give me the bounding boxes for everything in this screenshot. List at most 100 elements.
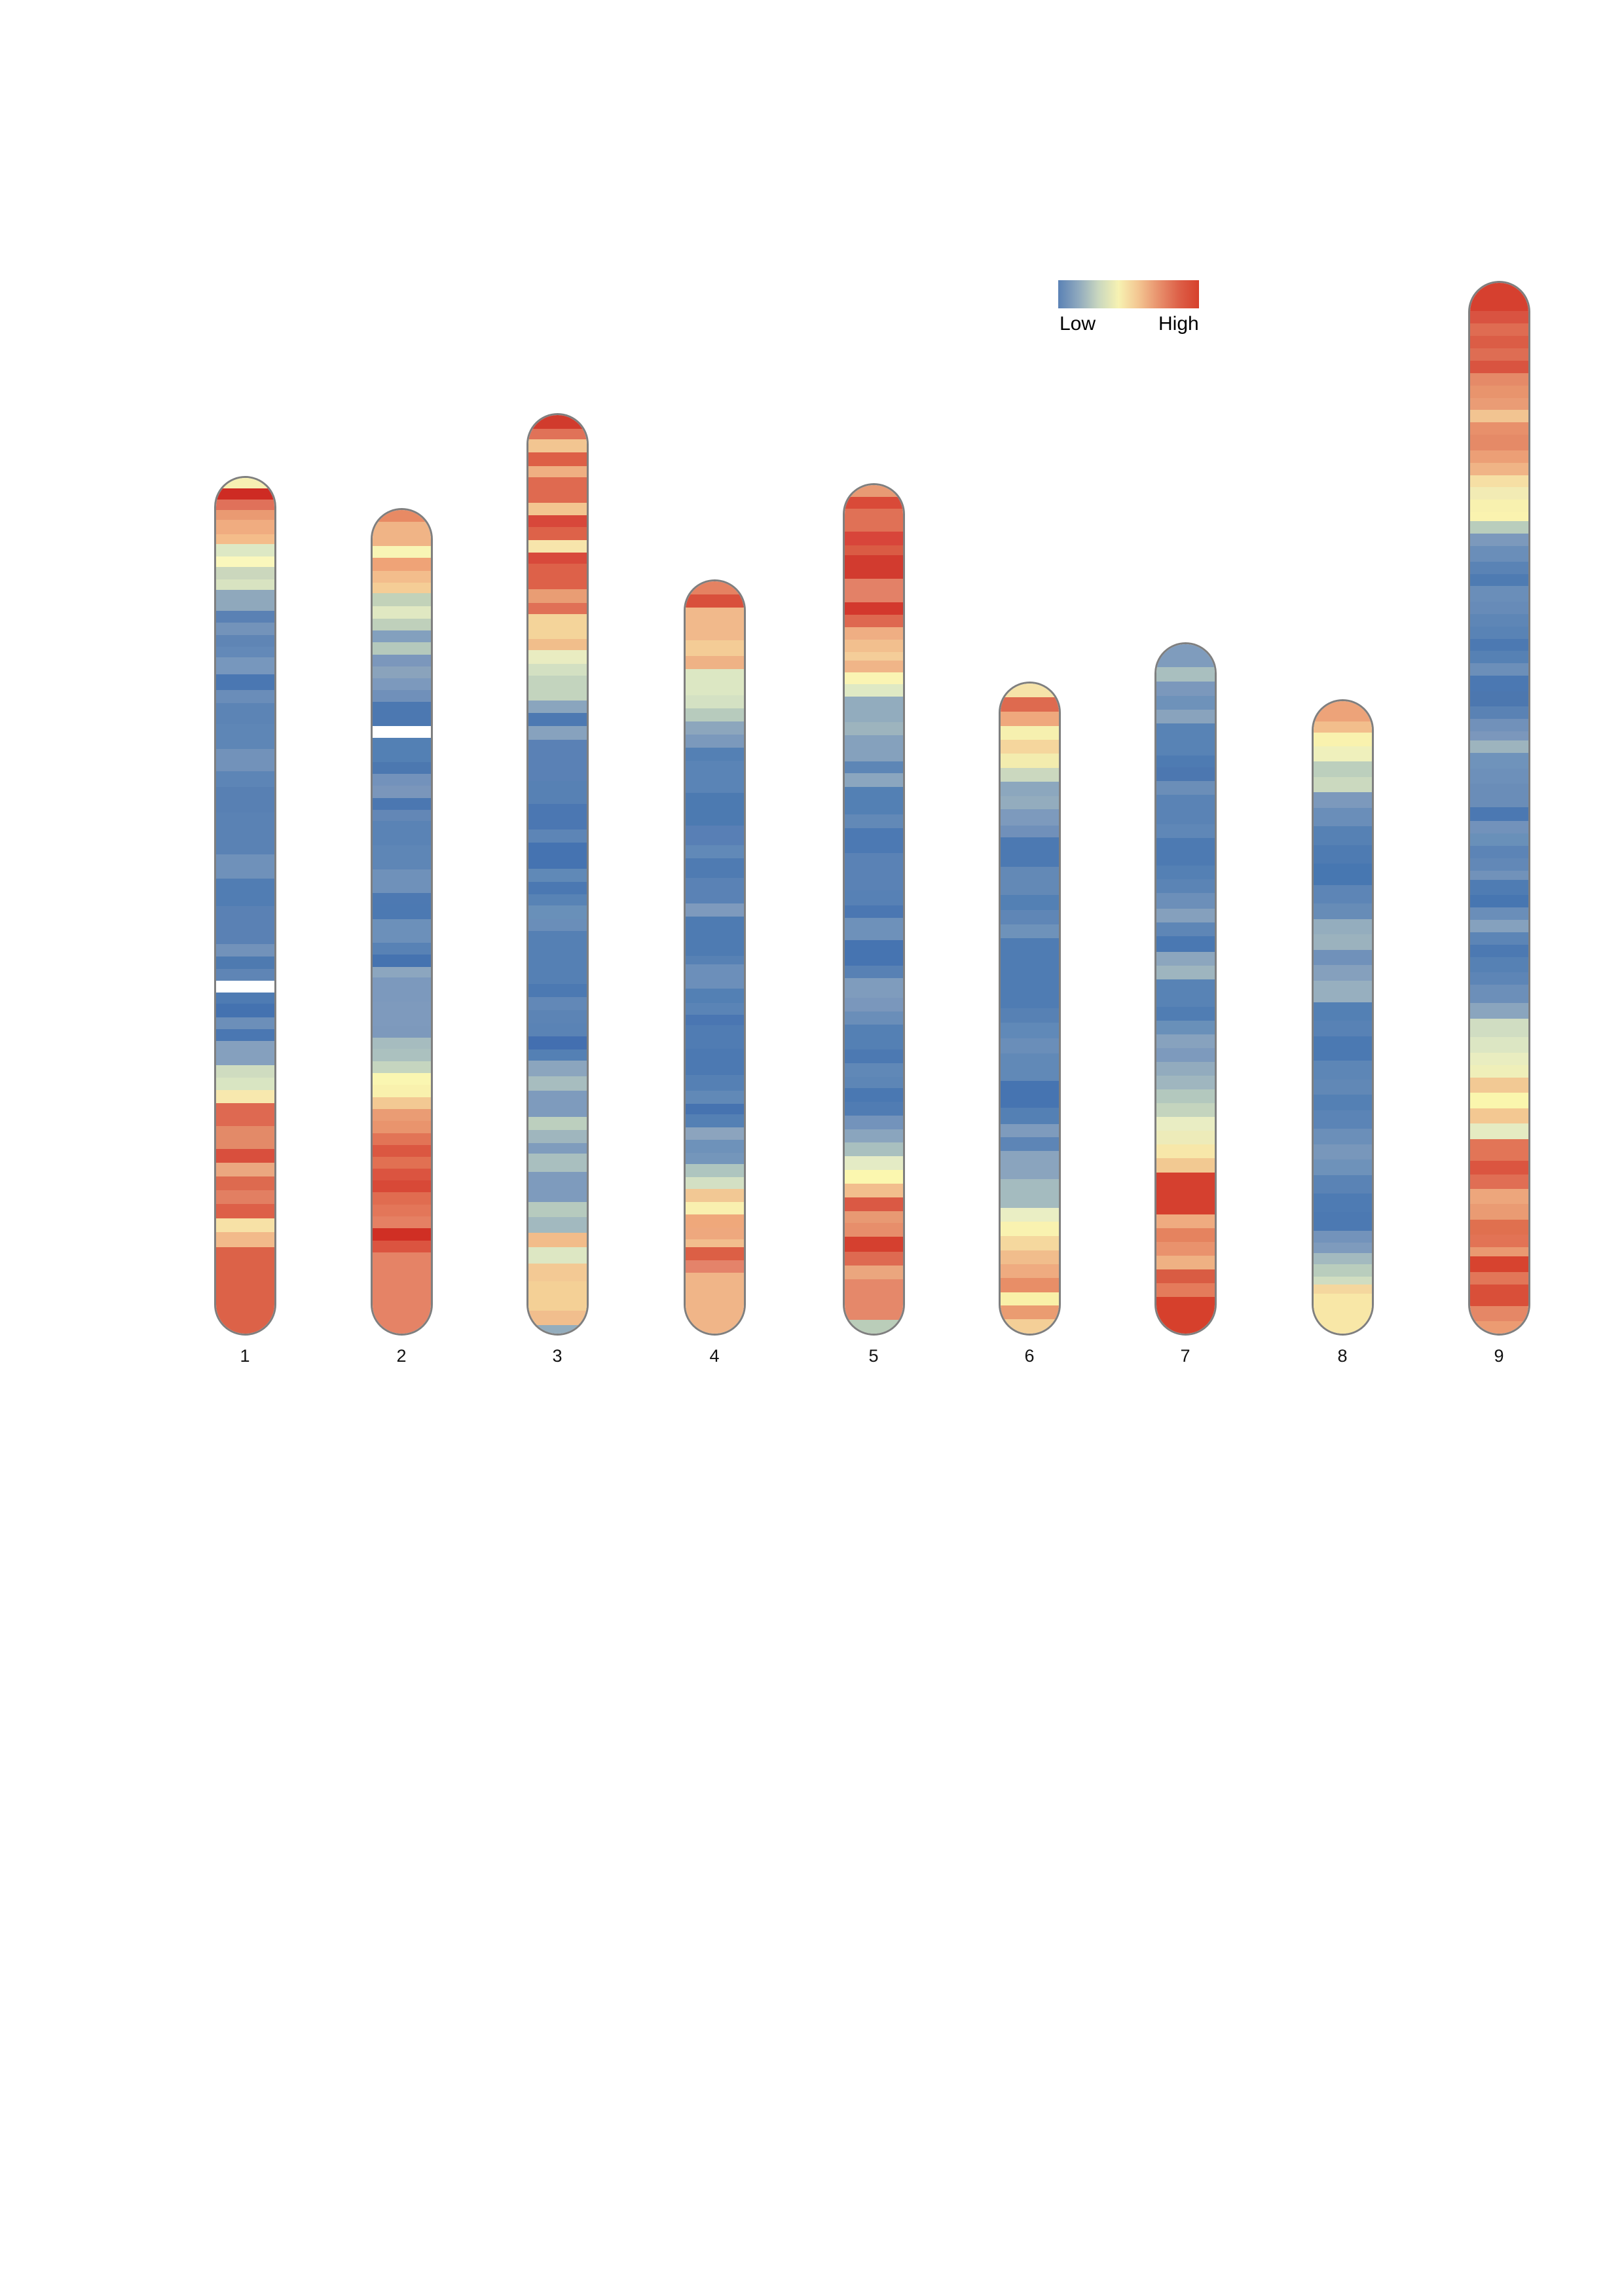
band <box>372 1169 431 1181</box>
band <box>685 1227 744 1239</box>
band <box>372 1085 431 1098</box>
band <box>1469 626 1528 639</box>
band <box>372 1073 431 1085</box>
band <box>1469 821 1528 833</box>
band <box>1000 1278 1059 1293</box>
band <box>685 1164 744 1178</box>
band <box>528 781 587 805</box>
band <box>372 919 431 943</box>
band <box>1469 410 1528 423</box>
band <box>215 1126 274 1149</box>
chromosome-label-5: 5 <box>868 1346 879 1366</box>
band <box>844 1142 903 1157</box>
band <box>844 531 903 545</box>
band <box>528 701 587 713</box>
band <box>215 787 274 813</box>
band <box>1469 1077 1528 1093</box>
band <box>372 797 431 810</box>
band <box>215 1204 274 1218</box>
band <box>1156 1172 1215 1214</box>
band <box>844 890 903 906</box>
band <box>215 1029 274 1042</box>
band <box>685 656 744 670</box>
band <box>844 1011 903 1025</box>
band <box>372 521 431 546</box>
band <box>528 869 587 883</box>
band <box>1313 776 1372 793</box>
band <box>1000 1137 1059 1152</box>
band <box>685 1239 744 1247</box>
band <box>528 428 587 440</box>
band <box>844 660 903 673</box>
band <box>372 1240 431 1252</box>
band <box>528 602 587 615</box>
band <box>1469 1139 1528 1161</box>
band <box>1469 907 1528 920</box>
band <box>1469 574 1528 587</box>
band <box>528 930 587 985</box>
band <box>1313 965 1372 981</box>
band <box>1313 1212 1372 1231</box>
band <box>372 1097 431 1109</box>
band <box>844 640 903 653</box>
band <box>685 747 744 761</box>
band <box>528 1130 587 1143</box>
band <box>1000 1123 1059 1137</box>
band <box>528 984 587 997</box>
band <box>215 499 274 510</box>
chromosome-label-3: 3 <box>552 1346 563 1366</box>
chromosome-label-7: 7 <box>1180 1346 1190 1366</box>
band <box>1469 1188 1528 1205</box>
band <box>528 466 587 477</box>
chromosome-label-6: 6 <box>1024 1346 1035 1366</box>
band <box>372 955 431 968</box>
band <box>1313 1129 1372 1144</box>
band <box>1156 866 1215 880</box>
band <box>1469 1284 1528 1306</box>
chromosome-label-2: 2 <box>396 1346 407 1366</box>
band <box>372 545 431 558</box>
band <box>1313 1277 1372 1285</box>
band <box>1469 500 1528 513</box>
band <box>1469 1256 1528 1272</box>
band <box>844 940 903 966</box>
band <box>844 672 903 684</box>
band <box>528 1247 587 1264</box>
band <box>1000 739 1059 754</box>
band <box>1469 920 1528 932</box>
band <box>372 845 431 869</box>
band <box>1156 1103 1215 1118</box>
band <box>1469 450 1528 463</box>
band <box>844 1025 903 1049</box>
band <box>1469 373 1528 386</box>
legend-low-label: Low <box>1060 313 1096 335</box>
band <box>1156 824 1215 839</box>
band <box>1313 919 1372 935</box>
band <box>685 1177 744 1190</box>
band <box>215 771 274 788</box>
band <box>1469 521 1528 534</box>
band <box>685 964 744 989</box>
band <box>1156 922 1215 936</box>
band <box>1469 462 1528 475</box>
band <box>372 903 431 919</box>
band <box>1156 1283 1215 1298</box>
band <box>844 814 903 828</box>
band <box>1469 784 1528 808</box>
band <box>685 581 744 594</box>
band <box>1156 723 1215 756</box>
band <box>372 821 431 846</box>
chromosome-5 <box>842 483 905 1336</box>
band <box>1000 782 1059 797</box>
band <box>844 696 903 723</box>
band <box>372 583 431 594</box>
band <box>1469 1271 1528 1285</box>
band <box>215 674 274 691</box>
band <box>528 1217 587 1233</box>
band <box>372 1061 431 1074</box>
band <box>215 1103 274 1127</box>
band <box>844 602 903 615</box>
band <box>528 996 587 1010</box>
band <box>1469 487 1528 500</box>
band <box>1469 972 1528 985</box>
